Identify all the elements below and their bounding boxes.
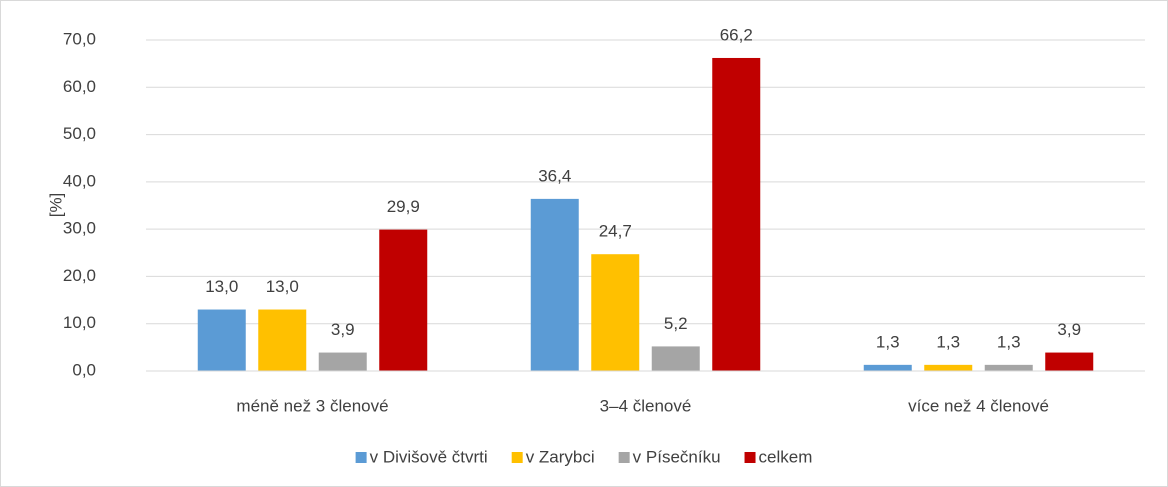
legend-label: v Divišově čtvrti	[370, 447, 488, 466]
legend-swatch	[744, 452, 756, 463]
value-label: 1,3	[876, 332, 900, 351]
legend-label: v Písečníku	[633, 447, 721, 466]
y-tick-label: 60,0	[63, 77, 96, 96]
bar	[197, 309, 246, 371]
bar	[379, 229, 428, 371]
value-label: 1,3	[936, 332, 960, 351]
value-label: 13,0	[266, 277, 299, 296]
y-tick-label: 50,0	[63, 124, 96, 143]
value-label: 3,9	[331, 320, 355, 339]
y-tick-label: 20,0	[63, 266, 96, 285]
value-label: 29,9	[387, 197, 420, 216]
bar	[712, 57, 761, 372]
y-axis-label: [%]	[46, 193, 65, 218]
legend-swatch	[618, 452, 630, 463]
y-tick-label: 0,0	[72, 360, 96, 379]
value-label: 5,2	[664, 314, 688, 333]
x-tick-label: více než 4 členové	[908, 396, 1049, 415]
legend-swatch	[355, 452, 367, 463]
bar	[1045, 352, 1094, 371]
legend-label: celkem	[759, 447, 813, 466]
y-tick-label: 70,0	[63, 29, 96, 48]
bar	[530, 198, 579, 371]
bar	[863, 364, 912, 371]
x-tick-label: 3–4 členové	[600, 396, 692, 415]
bar	[258, 309, 307, 371]
value-label: 3,9	[1057, 320, 1081, 339]
value-label: 36,4	[538, 166, 571, 185]
value-label: 13,0	[205, 277, 238, 296]
bar	[318, 352, 367, 371]
legend-label: v Zarybci	[526, 447, 595, 466]
value-label: 24,7	[599, 222, 632, 241]
y-tick-label: 10,0	[63, 313, 96, 332]
y-tick-label: 30,0	[63, 219, 96, 238]
x-tick-label: méně než 3 členové	[236, 396, 388, 415]
bar	[984, 364, 1033, 371]
value-label: 1,3	[997, 332, 1021, 351]
bar	[651, 346, 700, 371]
value-label: 66,2	[720, 25, 753, 44]
legend-swatch	[511, 452, 523, 463]
bar	[924, 364, 973, 371]
y-tick-label: 40,0	[63, 171, 96, 190]
bar	[591, 254, 640, 371]
